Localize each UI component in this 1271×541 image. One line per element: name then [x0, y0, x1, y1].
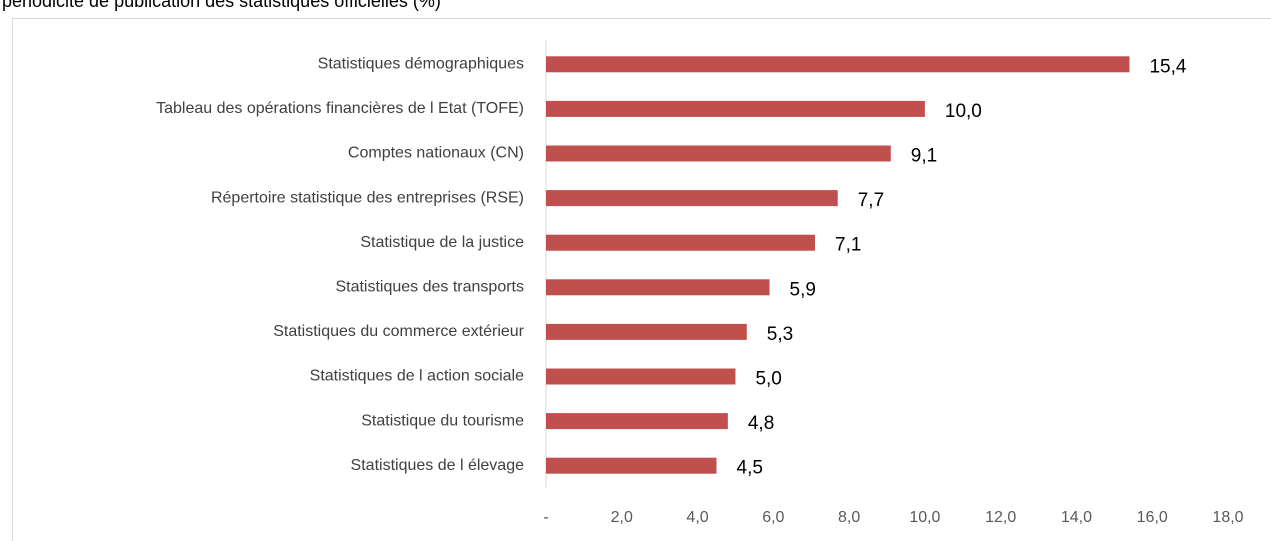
- bar: [546, 323, 747, 340]
- x-tick-label: 18,0: [1212, 509, 1243, 526]
- y-tick-label: Tableau des opérations financières de l …: [156, 100, 524, 117]
- y-tick-label: Statistiques des transports: [335, 279, 524, 296]
- bar: [546, 100, 925, 117]
- bar: [546, 190, 838, 207]
- y-tick-label: Statistique du tourisme: [361, 412, 524, 429]
- data-label: 9,1: [911, 146, 937, 167]
- data-label: 5,9: [790, 279, 816, 300]
- y-tick-label: Comptes nationaux (CN): [348, 145, 524, 162]
- bar: [546, 368, 736, 385]
- y-tick-label: Statistiques de l élevage: [351, 457, 525, 474]
- chart-frame: [12, 18, 1271, 541]
- data-label: 4,5: [737, 458, 763, 479]
- data-label: 7,1: [835, 235, 861, 256]
- y-tick-label: Statistiques du commerce extérieur: [273, 323, 524, 340]
- bar: [546, 413, 728, 430]
- y-tick-label: Statistique de la justice: [360, 234, 524, 251]
- bar: [546, 279, 770, 296]
- y-tick-label: Statistiques de l action sociale: [310, 368, 524, 385]
- x-tick-label: 14,0: [1061, 509, 1092, 526]
- x-tick-label: 8,0: [838, 509, 860, 526]
- x-tick-label: 10,0: [909, 509, 940, 526]
- y-tick-label: Statistiques démographiques: [318, 56, 524, 73]
- x-tick-label: 16,0: [1137, 509, 1168, 526]
- data-label: 15,4: [1149, 56, 1186, 77]
- x-tick-label: 2,0: [611, 509, 633, 526]
- bar: [546, 234, 816, 251]
- data-label: 10,0: [945, 101, 982, 122]
- x-tick-label: 6,0: [762, 509, 784, 526]
- bar: [546, 145, 891, 162]
- chart-title: périodicité de publication des statistiq…: [2, 0, 441, 11]
- x-tick-label: 4,0: [686, 509, 708, 526]
- bar: [546, 457, 717, 474]
- x-tick-label: -: [543, 509, 548, 526]
- x-tick-label: 12,0: [985, 509, 1016, 526]
- data-label: 4,8: [748, 413, 774, 434]
- data-label: 5,3: [767, 324, 793, 345]
- data-label: 5,0: [755, 369, 781, 390]
- data-label: 7,7: [858, 190, 884, 211]
- y-tick-label: Répertoire statistique des entreprises (…: [211, 189, 524, 206]
- bar: [546, 56, 1130, 73]
